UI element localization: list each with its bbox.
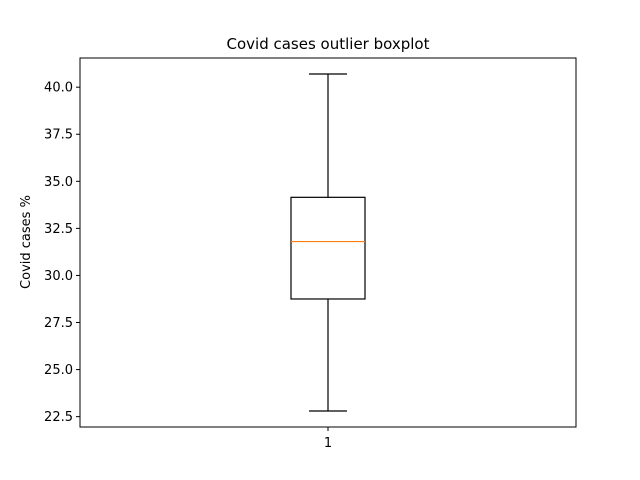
y-tick-label: 27.5 xyxy=(44,316,73,331)
y-tick-label: 30.0 xyxy=(44,269,73,284)
y-tick-label: 35.0 xyxy=(44,175,73,190)
chart-title: Covid cases outlier boxplot xyxy=(227,35,430,53)
y-tick-label: 22.5 xyxy=(44,410,73,425)
axis-ticks: 22.5 25.0 27.5 30.0 32.5 35.0 37.5 40.0 1 xyxy=(44,81,332,451)
y-tick-label: 25.0 xyxy=(44,363,73,378)
plot-frame xyxy=(79,57,577,428)
y-tick-label: 40.0 xyxy=(44,81,73,96)
box-group xyxy=(290,73,366,412)
x-tick-label: 1 xyxy=(324,436,332,451)
iqr-box xyxy=(290,196,366,300)
y-tick-label: 32.5 xyxy=(44,222,73,237)
y-tick-label: 37.5 xyxy=(44,128,73,143)
y-axis-label: Covid cases % xyxy=(19,195,34,289)
